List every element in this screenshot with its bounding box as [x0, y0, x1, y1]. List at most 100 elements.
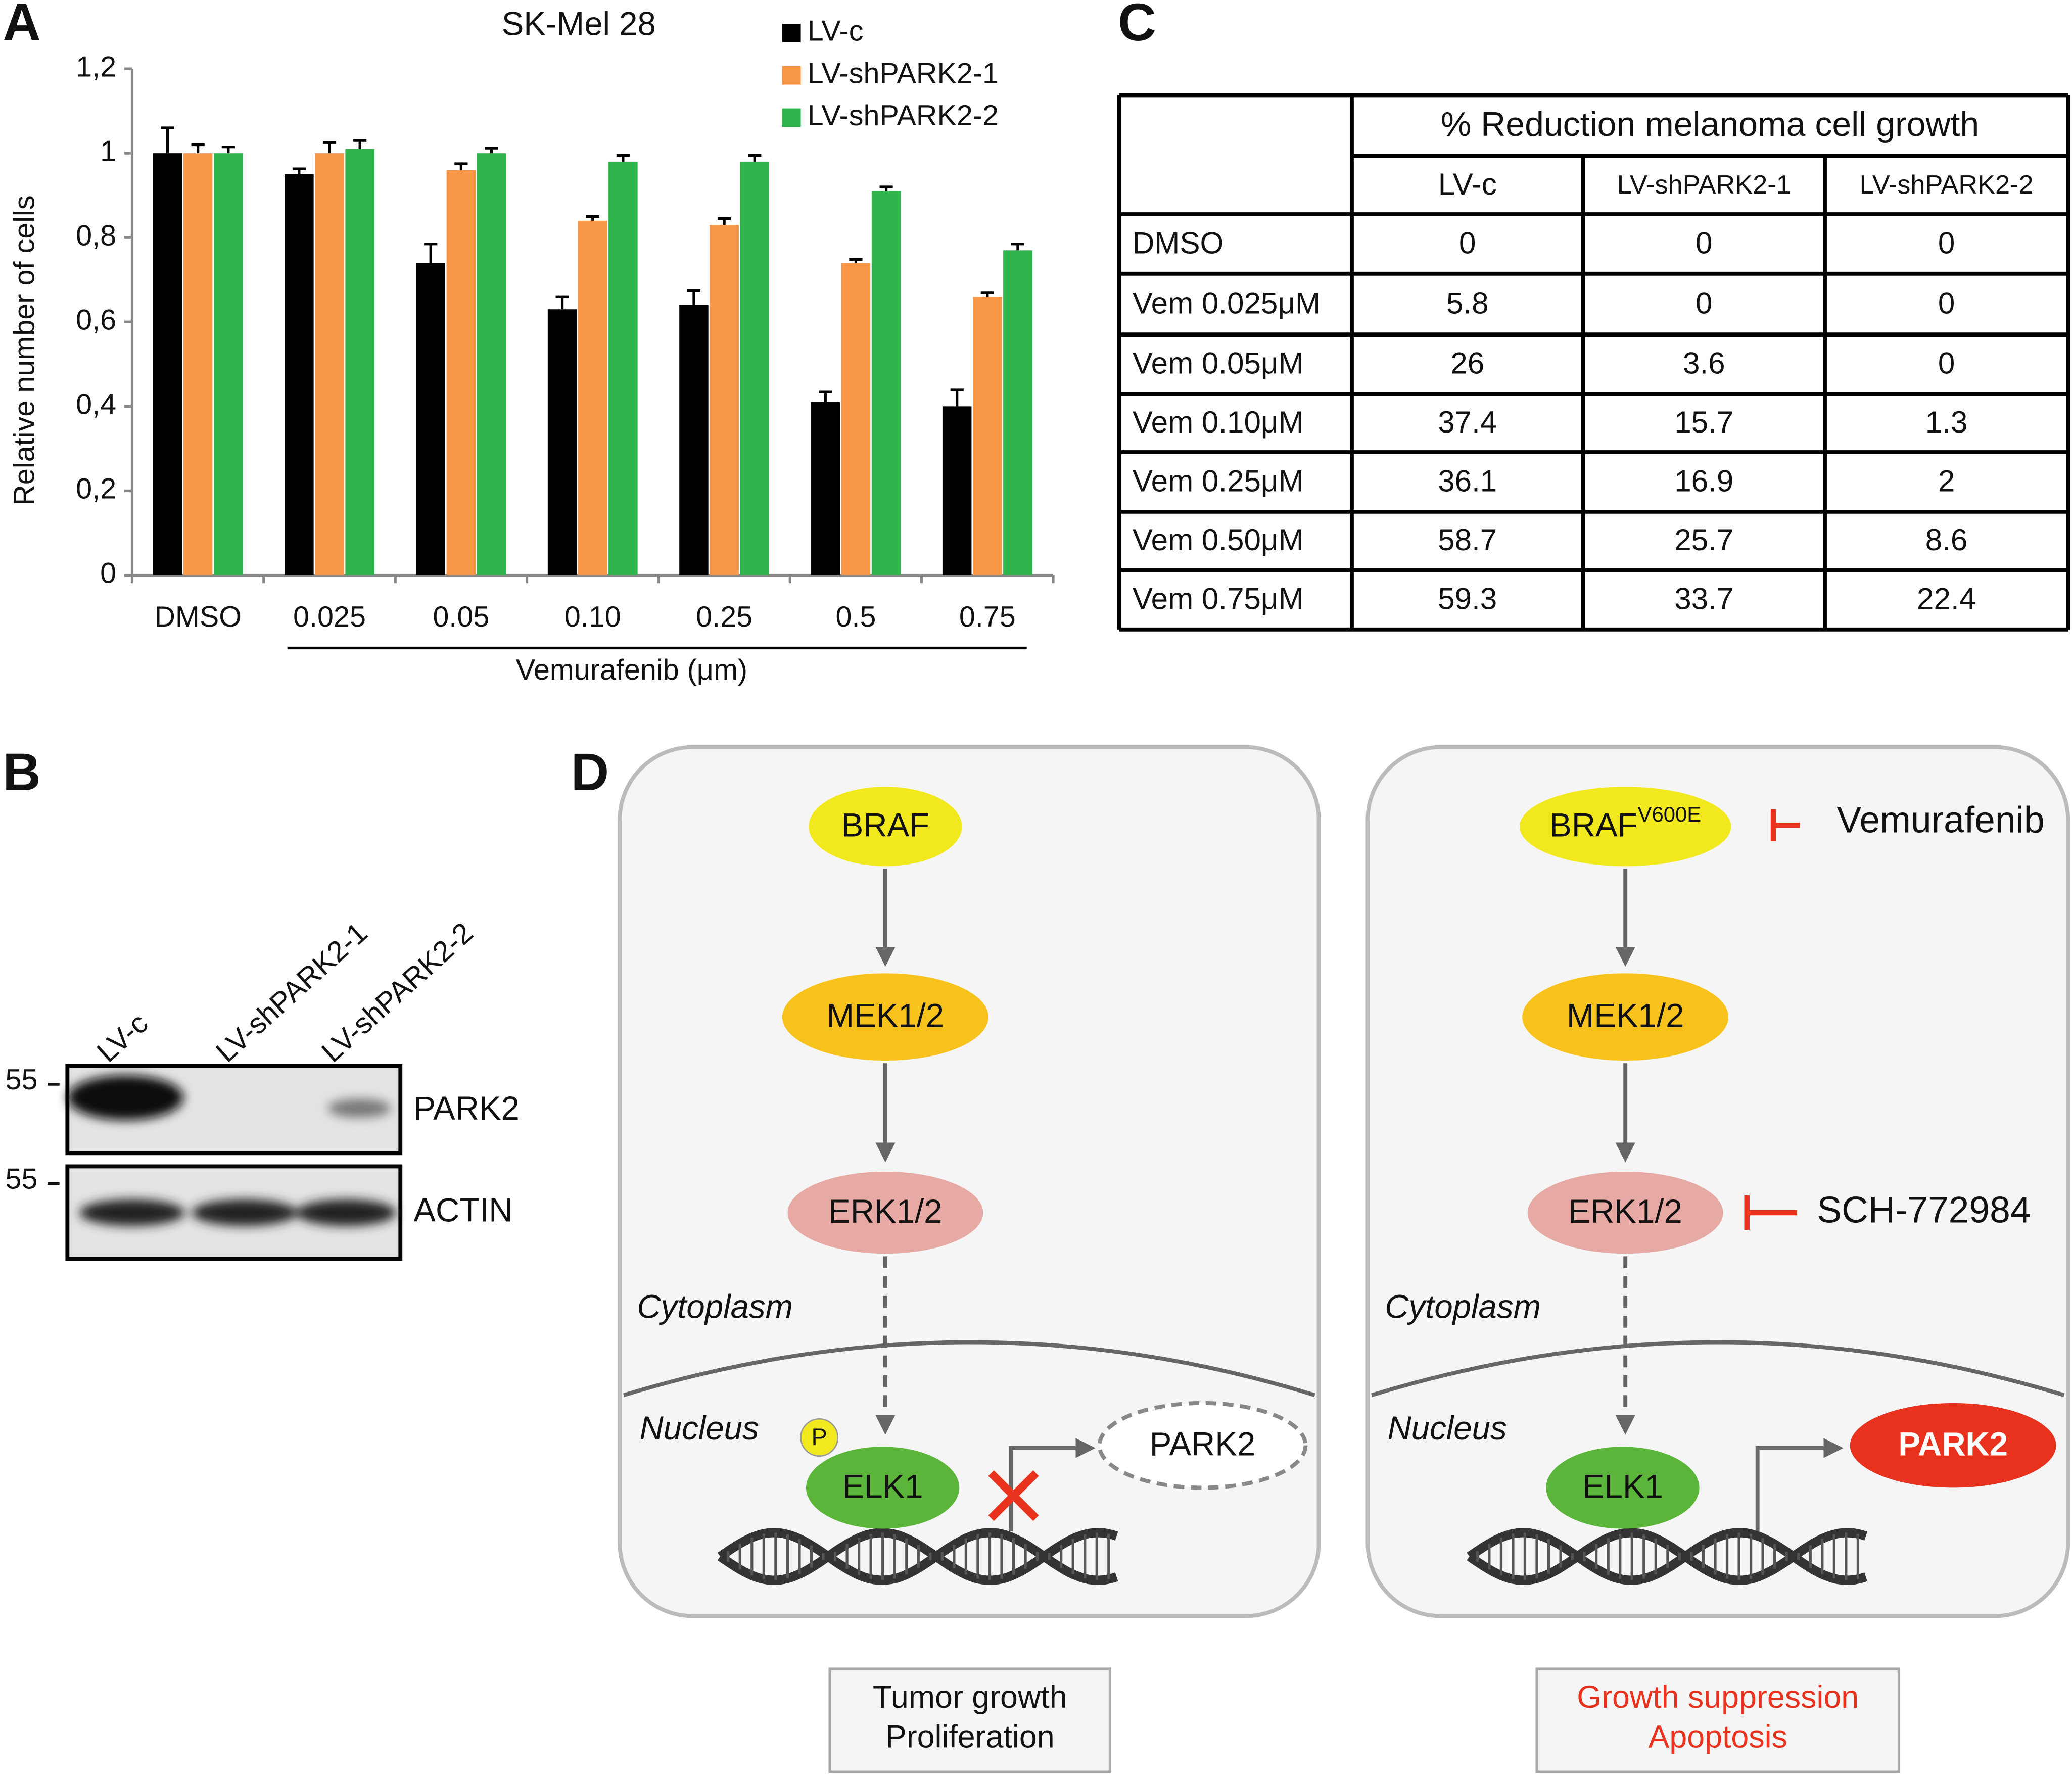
- outcome-label: Tumor growth: [873, 1679, 1067, 1715]
- bar: [547, 309, 577, 575]
- node: [1546, 1447, 1700, 1529]
- error-bar: [161, 126, 174, 154]
- node-label: PARK2: [1150, 1426, 1255, 1463]
- y-axis-label: Relative number of cells: [9, 195, 41, 505]
- table-cell: 0: [1696, 226, 1712, 260]
- band: [327, 1098, 391, 1118]
- y-tick-label: 0,4: [76, 389, 116, 421]
- error-bar: [454, 162, 468, 170]
- table-cell: 36.1: [1438, 464, 1497, 498]
- bar: [285, 174, 314, 575]
- marker-label: 55: [5, 1163, 37, 1195]
- inhibition: [1744, 1195, 1798, 1230]
- node: [1522, 973, 1729, 1061]
- table-cell: 37.4: [1438, 405, 1497, 439]
- table-cell: 22.4: [1917, 582, 1976, 615]
- x-tick-label: 0.75: [959, 601, 1016, 633]
- table-cell: 59.3: [1438, 582, 1497, 615]
- panel-label: B: [3, 743, 41, 802]
- row-label: Vem 0.75μM: [1133, 582, 1304, 615]
- error-bar: [849, 258, 863, 263]
- bar: [740, 161, 769, 575]
- table-cell: 15.7: [1674, 405, 1733, 439]
- outcome-label: Apoptosis: [1648, 1719, 1787, 1754]
- pathway-diagram: BRAF MEK1/2 ERK1/2 ELK1 P PARK2 Cytoplas…: [618, 745, 2070, 1773]
- cell-left: [618, 745, 1321, 1618]
- x-axis-label: Vemurafenib (μm): [516, 654, 747, 686]
- outcome-box: [1535, 1667, 1901, 1773]
- outcome-label: Growth suppression: [1577, 1679, 1859, 1715]
- y-tick-label: 1: [100, 135, 116, 167]
- outcome-box: [828, 1667, 1112, 1773]
- legend-swatch: [782, 66, 801, 85]
- node-label: ERK1/2: [1569, 1193, 1682, 1230]
- superscript: V600E: [1638, 802, 1702, 826]
- node: [1520, 787, 1731, 867]
- column-header: LV-shPARK2-2: [1860, 170, 2034, 200]
- bar: [153, 153, 182, 575]
- error-bar: [748, 154, 762, 162]
- error-bar: [980, 291, 994, 297]
- table-cell: 33.7: [1674, 582, 1733, 615]
- row-label: Vem 0.50μM: [1133, 523, 1304, 557]
- bar: [679, 305, 709, 575]
- band-label: ACTIN: [413, 1191, 512, 1228]
- bar: [315, 153, 344, 575]
- block-x: [988, 1470, 1039, 1521]
- bar: [446, 170, 476, 575]
- node-label: ELK1: [1582, 1468, 1663, 1505]
- error-bar: [718, 217, 731, 225]
- legend-label: LV-shPARK2-1: [808, 57, 999, 89]
- error-bar: [485, 147, 498, 154]
- row-label: Vem 0.05μM: [1133, 347, 1304, 380]
- band: [79, 1199, 185, 1226]
- row-label: Vem 0.10μM: [1133, 405, 1304, 439]
- bar: [183, 153, 213, 575]
- row-label: DMSO: [1133, 226, 1223, 260]
- table-cell: 3.6: [1683, 347, 1725, 380]
- compartment-label: Nucleus: [1388, 1410, 1507, 1447]
- error-bar: [879, 185, 893, 191]
- table-cell: 2: [1938, 464, 1955, 498]
- table-cell: 5.8: [1446, 286, 1489, 320]
- x-tick-label: 0.025: [293, 601, 366, 633]
- phospho-label: P: [811, 1423, 827, 1450]
- node-label: BRAF: [1549, 807, 1637, 844]
- table-cell: 0: [1938, 347, 1955, 380]
- compartment-label: Nucleus: [640, 1410, 759, 1447]
- error-bar: [1011, 243, 1025, 251]
- western-blot: LV-c LV-shPARK2-1 LV-shPARK2-2 55 55 PAR…: [5, 917, 520, 1261]
- table-cell: 0: [1459, 226, 1476, 260]
- node: [787, 1171, 983, 1254]
- arrows: [875, 869, 1844, 1531]
- node-label: BRAFV600E: [1549, 802, 1701, 844]
- bar: [1003, 250, 1032, 575]
- bar: [871, 191, 901, 575]
- inhibitor-label: SCH-772984: [1817, 1189, 2031, 1230]
- y-tick-label: 0,2: [76, 473, 116, 505]
- node-label: ELK1: [842, 1468, 923, 1505]
- band: [67, 1075, 184, 1120]
- node: [1850, 1403, 2056, 1488]
- bar: [811, 402, 840, 575]
- column-header: LV-shPARK2-1: [1617, 170, 1791, 200]
- compartment-label: Cytoplasm: [1385, 1288, 1541, 1325]
- error-bar: [322, 141, 337, 154]
- node-label: MEK1/2: [827, 997, 944, 1034]
- band-label: PARK2: [413, 1090, 519, 1127]
- bar: [608, 161, 638, 575]
- legend-label: LV-shPARK2-2: [808, 100, 999, 132]
- error-bar: [950, 388, 964, 407]
- band: [192, 1199, 298, 1226]
- node-label: MEK1/2: [1567, 997, 1684, 1034]
- phospho: [800, 1418, 839, 1457]
- bar: [973, 297, 1002, 575]
- inhibition: [1770, 809, 1800, 841]
- x-tick-label: 0.5: [835, 601, 876, 633]
- table-title: % Reduction melanoma cell growth: [1441, 105, 1979, 143]
- error-bar: [191, 143, 205, 154]
- error-bar: [687, 289, 701, 305]
- error-bar: [292, 167, 306, 174]
- band: [296, 1199, 397, 1226]
- bar: [841, 263, 871, 575]
